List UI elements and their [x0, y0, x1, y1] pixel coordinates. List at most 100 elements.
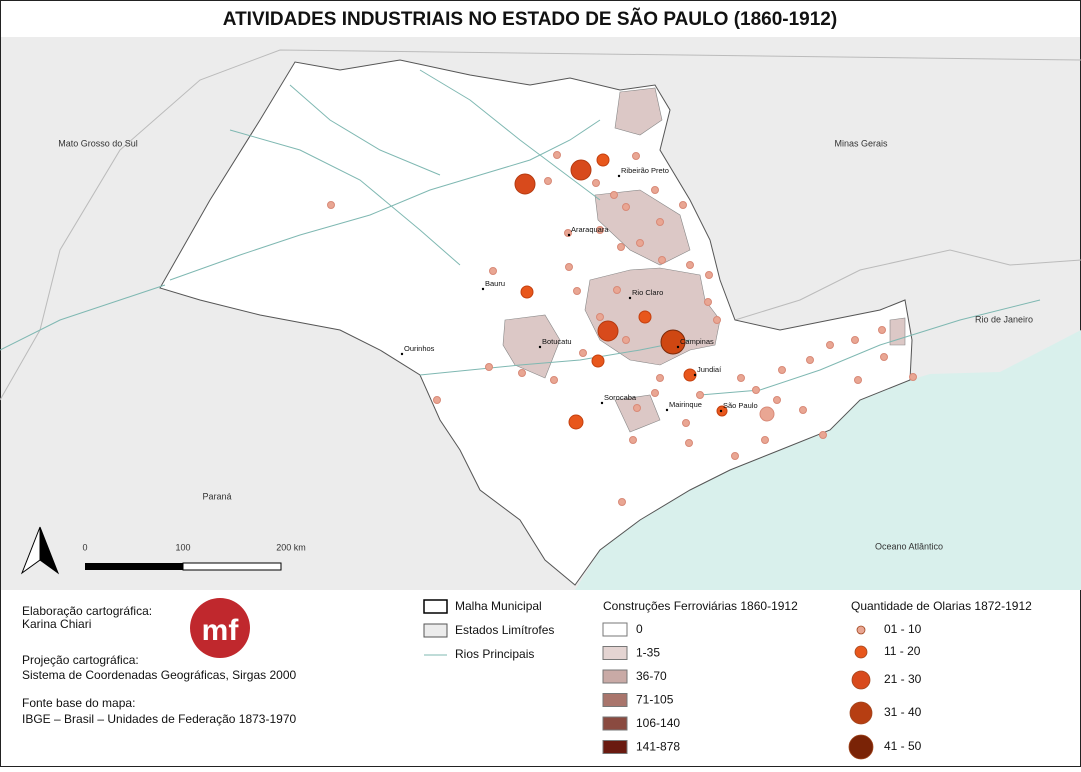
olaria-point — [819, 431, 827, 439]
legend-swatch — [602, 622, 628, 637]
olaria-point — [682, 419, 690, 427]
map-label: Oceano Atlântico — [875, 541, 943, 551]
olaria-point — [632, 152, 640, 160]
logo-text: mf — [202, 614, 240, 647]
olaria-point — [596, 313, 604, 321]
olaria-point — [579, 349, 587, 357]
olaria-point — [656, 218, 664, 226]
map-label: Botucatu — [542, 337, 572, 346]
city-point — [400, 352, 404, 356]
legend-label: 0 — [636, 622, 643, 636]
olaria-point — [327, 201, 335, 209]
olaria-point — [485, 363, 493, 371]
legend-title: Quantidade de Olarias 1872-1912 — [851, 599, 1032, 613]
city-point — [538, 345, 542, 349]
legend-label: 71-105 — [636, 693, 674, 707]
scale-bar — [85, 562, 282, 571]
map-label: Rio Claro — [632, 288, 663, 297]
map-label: Sorocaba — [604, 393, 637, 402]
north-arrow — [20, 526, 60, 575]
olaria-point — [433, 396, 441, 404]
olaria-point — [596, 153, 610, 167]
legend-swatch — [423, 623, 448, 638]
credit-line: Sistema de Coordenadas Geográficas, Sirg… — [22, 668, 296, 682]
olaria-point — [737, 374, 745, 382]
ocean — [575, 330, 1081, 590]
map-label: Ourinhos — [404, 344, 435, 353]
legend-label: 11 - 20 — [884, 644, 921, 658]
olaria-point — [651, 186, 659, 194]
legend-label: 41 - 50 — [884, 739, 922, 753]
legend-swatch — [602, 740, 628, 754]
credit-line: Karina Chiari — [22, 617, 91, 631]
olaria-point — [773, 396, 781, 404]
map-label: Ribeirão Preto — [621, 166, 669, 175]
legend-label: Rios Principais — [455, 647, 534, 661]
olaria-point — [713, 316, 721, 324]
map-title: ATIVIDADES INDUSTRIAIS NO ESTADO DE SÃO … — [223, 8, 837, 30]
olaria-point — [826, 341, 834, 349]
city-point — [719, 409, 723, 413]
olaria-point — [705, 271, 713, 279]
city-point — [665, 408, 669, 412]
city-point — [676, 345, 680, 349]
map-label: Bauru — [485, 279, 505, 288]
map-label: Rio de Janeiro — [975, 314, 1033, 324]
olaria-point — [759, 406, 775, 422]
city-point — [628, 296, 632, 300]
olaria-point — [686, 261, 694, 269]
olaria-point — [544, 177, 552, 185]
legend-label: 01 - 10 — [884, 622, 922, 636]
credit-line: Elaboração cartográfica: — [22, 604, 152, 618]
olaria-point — [592, 179, 600, 187]
olaria-point — [696, 391, 704, 399]
map-label: Jundiaí — [697, 365, 722, 374]
olaria-point — [761, 436, 769, 444]
legend-title: Construções Ferroviárias 1860-1912 — [603, 599, 798, 613]
legend-label: Malha Municipal — [455, 599, 542, 613]
legend-label: Estados Limítrofes — [455, 623, 554, 637]
olaria-point — [610, 191, 618, 199]
olaria-point — [568, 414, 584, 430]
city-point — [481, 287, 485, 291]
map-label: Mairinque — [669, 400, 702, 409]
olaria-point — [685, 439, 693, 447]
legend-symbol — [851, 670, 871, 690]
logo — [190, 598, 250, 658]
olaria-point — [573, 287, 581, 295]
olaria-point — [622, 203, 630, 211]
credit-line: IBGE – Brasil – Unidades de Federação 18… — [22, 712, 296, 726]
map-label: 200 km — [276, 542, 306, 552]
olaria-point — [520, 285, 534, 299]
legend-label: 1-35 — [636, 646, 660, 660]
legend-symbol — [856, 625, 866, 635]
olaria-point — [851, 336, 859, 344]
credit-line: Projeção cartográfica: — [22, 653, 139, 667]
map-label: Campinas — [680, 337, 714, 346]
olaria-point — [622, 336, 630, 344]
legend-label: 21 - 30 — [884, 672, 922, 686]
legend-symbol — [854, 645, 868, 659]
map-label: São Paulo — [723, 401, 758, 410]
olaria-point — [679, 201, 687, 209]
olaria-point — [636, 239, 644, 247]
olaria-point — [597, 320, 619, 342]
olaria-point — [617, 243, 625, 251]
olaria-point — [591, 354, 605, 368]
legend-swatch — [602, 669, 628, 684]
olaria-point — [731, 452, 739, 460]
olaria-point — [799, 406, 807, 414]
city-point — [600, 401, 604, 405]
city-point — [617, 174, 621, 178]
olaria-point — [633, 404, 641, 412]
olaria-point — [565, 263, 573, 271]
legend-swatch — [602, 716, 628, 731]
olaria-point — [778, 366, 786, 374]
olaria-point — [489, 267, 497, 275]
legend-symbol — [848, 734, 874, 760]
olaria-point — [613, 286, 621, 294]
city-point — [693, 373, 697, 377]
olaria-point — [660, 329, 686, 355]
olaria-point — [651, 389, 659, 397]
